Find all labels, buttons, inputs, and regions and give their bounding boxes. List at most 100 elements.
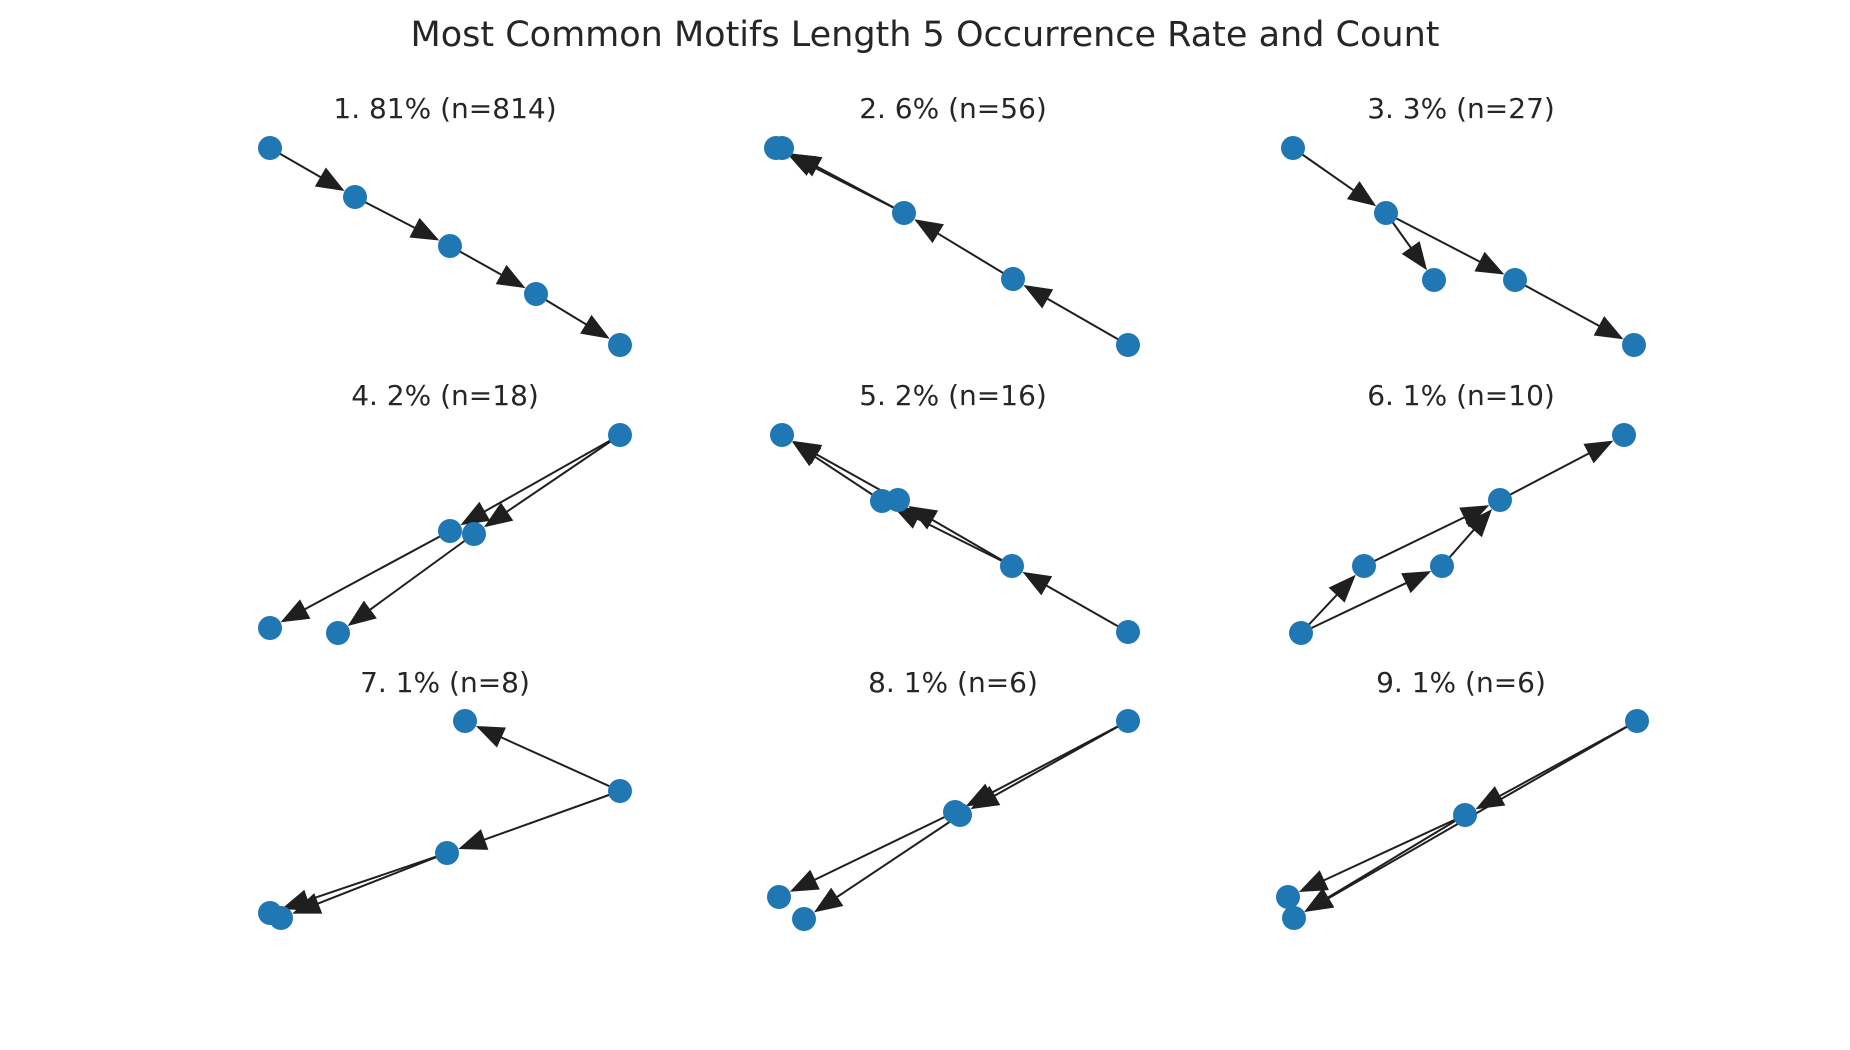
motif-edge: [1045, 297, 1129, 346]
arrowhead-icon: [495, 264, 526, 289]
motif-node: [1281, 136, 1305, 160]
motif-edge: [809, 164, 905, 214]
arrowhead-icon: [458, 829, 489, 850]
motif-edge: [1300, 581, 1409, 634]
motif-edge: [504, 434, 621, 514]
motif-node: [1276, 885, 1300, 909]
arrowhead-icon: [789, 869, 820, 892]
motif-node: [1503, 268, 1527, 292]
motif-node: [326, 621, 350, 645]
motif-panel-7: [258, 709, 632, 930]
motif-node: [462, 522, 486, 546]
motif-node: [1374, 201, 1398, 225]
motif-node: [453, 709, 477, 733]
motif-edge: [1044, 583, 1129, 633]
motif-edge: [812, 811, 956, 882]
arrowhead-icon: [1459, 505, 1490, 528]
arrowhead-icon: [1401, 571, 1432, 594]
motif-node: [343, 185, 367, 209]
arrowhead-icon: [1346, 181, 1377, 207]
motif-panel-6: [1289, 423, 1636, 645]
motif-node: [1116, 333, 1140, 357]
motif-edge: [813, 455, 883, 502]
motif-node: [438, 234, 462, 258]
motif-node: [608, 333, 632, 357]
arrowhead-icon: [1593, 316, 1624, 340]
panel-7-title: 7. 1% (n=8): [360, 666, 530, 699]
motif-graphs: [258, 136, 1649, 931]
figure-title: Most Common Motifs Length 5 Occurrence R…: [411, 15, 1440, 55]
motif-node: [1282, 906, 1306, 930]
motif-node: [1430, 554, 1454, 578]
arrowhead-icon: [813, 887, 844, 913]
motif-node: [1453, 803, 1477, 827]
arrowhead-icon: [892, 506, 923, 529]
motif-edge: [1514, 279, 1602, 328]
panel-2-title: 2. 6% (n=56): [859, 92, 1047, 125]
arrowhead-icon: [1465, 509, 1493, 538]
motif-edge: [368, 533, 475, 612]
arrowhead-icon: [1474, 251, 1505, 275]
motif-edge: [302, 530, 451, 611]
motif-panel-9: [1276, 709, 1649, 930]
motif-node: [438, 519, 462, 543]
arrowhead-icon: [786, 153, 817, 176]
arrowhead-icon: [1475, 786, 1506, 810]
motif-edge: [1499, 451, 1591, 501]
motif-node: [1116, 709, 1140, 733]
panel-8-title: 8. 1% (n=6): [868, 666, 1038, 699]
motif-node: [1612, 423, 1636, 447]
arrowhead-icon: [409, 217, 440, 241]
motif-edge: [835, 814, 961, 899]
motif-panel-1: [258, 136, 632, 357]
arrowhead-icon: [314, 167, 345, 192]
motif-node: [1116, 620, 1140, 644]
panel-3-title: 3. 3% (n=27): [1367, 92, 1555, 125]
arrowhead-icon: [1401, 241, 1428, 271]
motif-node: [258, 616, 282, 640]
arrowhead-icon: [970, 785, 1001, 810]
motif-edge: [1292, 147, 1356, 193]
motif-node: [269, 906, 293, 930]
motif-node: [892, 201, 916, 225]
motif-node: [1622, 333, 1646, 357]
motif-edge: [1322, 814, 1466, 882]
motif-node: [1352, 554, 1376, 578]
motif-panel-4: [258, 423, 632, 645]
arrowhead-icon: [347, 600, 377, 626]
arrowhead-icon: [1328, 574, 1356, 603]
motif-edge: [1363, 515, 1467, 567]
motif-node: [1422, 268, 1446, 292]
motif-edge: [992, 720, 1129, 798]
motif-node: [767, 885, 791, 909]
motif-node: [435, 841, 459, 865]
panel-6-title: 6. 1% (n=10): [1367, 379, 1555, 412]
motif-node: [792, 907, 816, 931]
motif-node: [608, 423, 632, 447]
motif-edge: [1326, 814, 1466, 900]
arrowhead-icon: [580, 314, 610, 339]
arrowhead-icon: [1023, 284, 1054, 309]
motif-edge: [499, 735, 621, 792]
motif-node: [608, 779, 632, 803]
panel-4-title: 4. 2% (n=18): [351, 379, 539, 412]
motif-edge: [482, 790, 621, 842]
panel-9-title: 9. 1% (n=6): [1376, 666, 1546, 699]
arrowhead-icon: [1304, 888, 1335, 913]
motif-node: [1625, 709, 1649, 733]
arrowhead-icon: [1583, 440, 1614, 464]
motif-panel-8: [767, 709, 1140, 931]
motif-panel-3: [1281, 136, 1646, 357]
motif-node: [1488, 488, 1512, 512]
motif-node: [1000, 554, 1024, 578]
motif-node: [524, 282, 548, 306]
arrowhead-icon: [792, 441, 822, 467]
arrowhead-icon: [1298, 870, 1329, 892]
motif-node: [770, 423, 794, 447]
motif-edge: [1385, 212, 1482, 264]
motif-node: [1001, 267, 1025, 291]
motif-node: [870, 489, 894, 513]
motif-panel-2: [764, 136, 1140, 357]
motif-edge: [915, 517, 1013, 567]
